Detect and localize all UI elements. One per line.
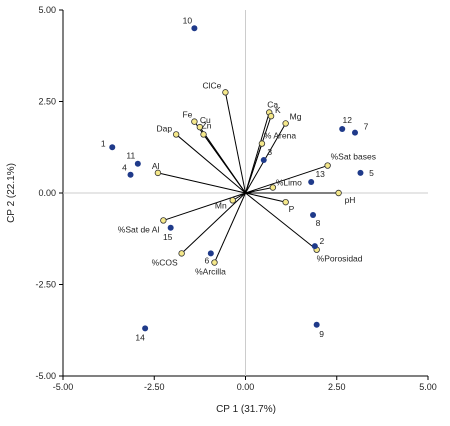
y-tick-label: 2.50 xyxy=(38,97,56,107)
sample-point xyxy=(311,243,318,250)
sample-label: 7 xyxy=(364,122,369,132)
variable-point xyxy=(172,131,180,138)
x-tick-label: 2.50 xyxy=(328,382,346,392)
variable-point xyxy=(282,198,289,206)
x-tick-label: -2.50 xyxy=(144,382,165,392)
variable-label: Mn xyxy=(215,200,227,210)
sample-label: 5 xyxy=(369,168,374,178)
score-points xyxy=(109,25,364,332)
sample-point xyxy=(207,250,214,257)
y-axis-title: CP 2 (22.1%) xyxy=(6,163,17,223)
y-tick-label: 0.00 xyxy=(38,188,56,198)
loading-vector xyxy=(214,192,246,263)
sample-point xyxy=(134,160,141,167)
sample-label: 8 xyxy=(316,218,321,228)
sample-label: 6 xyxy=(204,255,209,265)
loading-vector xyxy=(224,92,246,194)
sample-point xyxy=(310,211,317,218)
variable-label: %Limo xyxy=(276,178,302,188)
variable-label: ClCe xyxy=(203,80,222,90)
sample-label: 1 xyxy=(101,138,106,148)
variable-label: Cu xyxy=(200,115,211,125)
y-tick-label: -2.50 xyxy=(35,280,56,290)
loading-vector xyxy=(245,165,328,194)
sample-point xyxy=(352,129,358,136)
sample-label: 13 xyxy=(315,169,325,179)
sample-point xyxy=(339,125,346,132)
variable-label: Mg xyxy=(290,111,302,121)
sample-point xyxy=(167,224,174,231)
y-tick-label: -5.00 xyxy=(35,371,56,381)
variable-point xyxy=(211,259,218,266)
sample-label: 11 xyxy=(126,151,135,161)
variable-label: Al xyxy=(152,161,160,171)
sample-label: 3 xyxy=(267,147,272,157)
variable-point xyxy=(335,189,342,197)
variable-label: %Sat bases xyxy=(331,152,376,162)
loading-vectors xyxy=(157,92,339,263)
y-tick-label: 5.00 xyxy=(38,5,56,15)
loading-vector xyxy=(245,187,273,194)
axis-ticks: -5.00 -2.50 0.00 2.50 5.00 -5.00 -2.50 0.00 2.50… xyxy=(35,5,436,392)
sample-point xyxy=(191,25,198,32)
variable-point xyxy=(191,118,198,125)
variable-label: Fe xyxy=(182,110,192,120)
variable-point xyxy=(196,123,204,131)
sample-label: 9 xyxy=(319,329,324,339)
variable-label: %Arcilla xyxy=(195,267,226,277)
sample-point xyxy=(308,179,315,186)
variable-point xyxy=(229,197,236,204)
variable-label: P xyxy=(289,204,295,214)
sample-point xyxy=(313,321,320,328)
variable-label: Ca xyxy=(267,99,278,109)
variable-point xyxy=(222,89,229,96)
loading-vector xyxy=(245,192,286,203)
variable-point xyxy=(269,184,277,191)
variable-point xyxy=(160,217,167,224)
x-tick-label: 0.00 xyxy=(237,382,255,392)
variable-point xyxy=(200,131,207,138)
loading-vector xyxy=(245,192,317,251)
sample-label: 12 xyxy=(342,115,352,125)
loading-vector xyxy=(245,143,263,194)
sample-label: 10 xyxy=(183,15,193,25)
variable-label: %COS xyxy=(152,257,178,267)
variable-point xyxy=(178,250,185,257)
variable-label: pH xyxy=(345,195,356,205)
variable-label: %Porosidad xyxy=(317,254,363,264)
variable-label: Dap xyxy=(157,123,173,133)
x-tick-label: 5.00 xyxy=(419,382,437,392)
sample-label: 4 xyxy=(122,163,127,173)
x-axis-title: CP 1 (31.7%) xyxy=(216,404,276,415)
x-tick-label: -5.00 xyxy=(53,382,74,392)
sample-label: 14 xyxy=(135,332,145,342)
sample-label: 15 xyxy=(163,232,173,242)
loading-vector xyxy=(203,134,246,194)
variable-point xyxy=(324,162,331,169)
variable-point xyxy=(267,112,275,120)
variable-label: %Sat de Al xyxy=(118,224,160,234)
variable-point xyxy=(258,140,266,147)
variable-label: Zn xyxy=(202,120,212,130)
loading-vector xyxy=(157,172,246,194)
variable-point xyxy=(154,169,162,177)
loading-vector xyxy=(163,192,246,221)
loading-vector xyxy=(175,134,246,194)
sample-point xyxy=(127,171,134,178)
sample-point xyxy=(142,325,149,332)
sample-point xyxy=(109,144,116,151)
variable-label: K xyxy=(275,105,281,115)
variable-point xyxy=(282,120,289,127)
sample-point xyxy=(357,169,364,176)
variable-label: % Arena xyxy=(264,131,296,141)
sample-point xyxy=(260,157,267,164)
loading-vector xyxy=(181,192,246,254)
sample-label: 2 xyxy=(319,236,324,246)
